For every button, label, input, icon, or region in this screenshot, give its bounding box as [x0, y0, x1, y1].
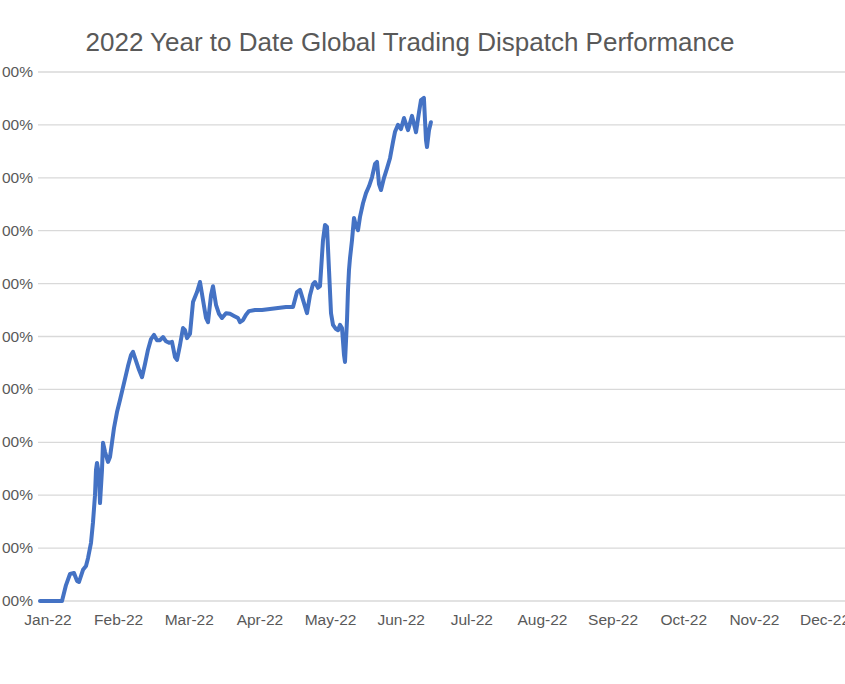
- y-tick-label: 00%: [0, 539, 33, 557]
- plot-area: [0, 0, 845, 684]
- y-tick-label: 00%: [0, 275, 33, 293]
- x-tick-label: Jan-22: [13, 611, 83, 629]
- y-tick-label: 00%: [0, 486, 33, 504]
- y-tick-label: 00%: [0, 380, 33, 398]
- y-tick-label: 00%: [0, 592, 33, 610]
- x-tick-label: Apr-22: [225, 611, 295, 629]
- x-tick-label: Oct-22: [649, 611, 719, 629]
- y-tick-label: 00%: [0, 63, 33, 81]
- x-tick-label: May-22: [296, 611, 366, 629]
- chart: 2022 Year to Date Global Trading Dispatc…: [0, 0, 845, 684]
- x-tick-label: Dec-22: [790, 611, 845, 629]
- x-tick-label: Feb-22: [84, 611, 154, 629]
- x-tick-label: Sep-22: [578, 611, 648, 629]
- y-tick-label: 00%: [0, 116, 33, 134]
- x-tick-label: Mar-22: [154, 611, 224, 629]
- x-tick-label: Jul-22: [437, 611, 507, 629]
- x-tick-label: Nov-22: [719, 611, 789, 629]
- y-tick-label: 00%: [0, 433, 33, 451]
- performance-line: [40, 98, 431, 601]
- y-tick-label: 00%: [0, 328, 33, 346]
- x-tick-label: Jun-22: [366, 611, 436, 629]
- x-tick-label: Aug-22: [507, 611, 577, 629]
- y-tick-label: 00%: [0, 222, 33, 240]
- y-tick-label: 00%: [0, 169, 33, 187]
